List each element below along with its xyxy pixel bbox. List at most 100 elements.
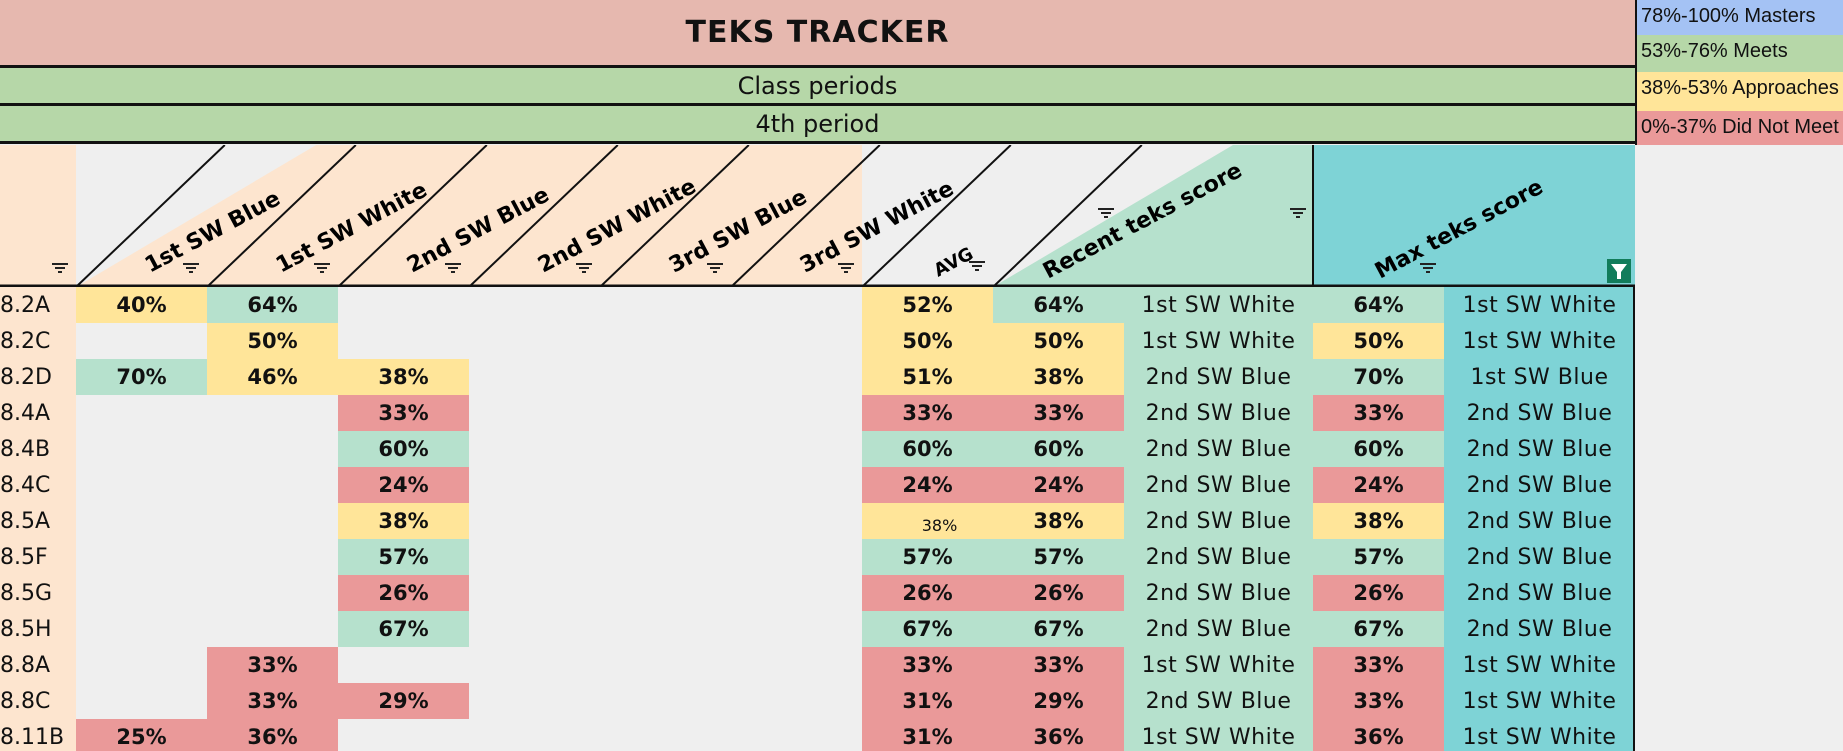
max-source-cell[interactable]: 2nd SW Blue [1444, 395, 1635, 431]
score-cell[interactable]: 40% [76, 287, 207, 323]
score-cell[interactable] [469, 395, 600, 431]
filter-icon[interactable] [1420, 263, 1436, 273]
filter-icon[interactable] [1290, 208, 1306, 218]
avg-cell[interactable]: 60% [862, 431, 993, 467]
score-cell[interactable] [469, 323, 600, 359]
score-cell[interactable]: 26% [338, 575, 469, 611]
max-source-cell[interactable]: 1st SW White [1444, 287, 1635, 323]
score-cell[interactable] [76, 431, 207, 467]
score-cell[interactable]: 50% [207, 323, 338, 359]
score-cell[interactable]: 38% [338, 503, 469, 539]
recent-score-cell[interactable]: 50% [993, 323, 1124, 359]
max-score-cell[interactable]: 70% [1313, 359, 1444, 395]
score-cell[interactable]: 38% [338, 359, 469, 395]
score-cell[interactable] [731, 575, 862, 611]
score-cell[interactable]: 29% [338, 683, 469, 719]
recent-score-cell[interactable]: 26% [993, 575, 1124, 611]
teks-id-cell[interactable]: 8.4B [0, 431, 76, 467]
max-source-cell[interactable]: 2nd SW Blue [1444, 539, 1635, 575]
score-cell[interactable] [76, 683, 207, 719]
score-cell[interactable] [600, 539, 731, 575]
recent-score-cell[interactable]: 60% [993, 431, 1124, 467]
max-score-cell[interactable]: 57% [1313, 539, 1444, 575]
score-cell[interactable] [731, 287, 862, 323]
filter-icon[interactable] [183, 263, 199, 273]
filter-icon[interactable] [969, 261, 985, 271]
max-score-cell[interactable]: 38% [1313, 503, 1444, 539]
max-score-cell[interactable]: 33% [1313, 647, 1444, 683]
recent-source-cell[interactable]: 1st SW White [1124, 647, 1313, 683]
max-source-cell[interactable]: 2nd SW Blue [1444, 467, 1635, 503]
recent-source-cell[interactable]: 2nd SW Blue [1124, 611, 1313, 647]
teks-id-cell[interactable]: 8.2A [0, 287, 76, 323]
max-score-cell[interactable]: 60% [1313, 431, 1444, 467]
score-cell[interactable]: 64% [207, 287, 338, 323]
teks-id-cell[interactable]: 8.5F [0, 539, 76, 575]
score-cell[interactable] [600, 575, 731, 611]
score-cell[interactable] [207, 503, 338, 539]
score-cell[interactable] [600, 323, 731, 359]
score-cell[interactable] [76, 323, 207, 359]
recent-score-cell[interactable]: 33% [993, 647, 1124, 683]
filter-icon[interactable] [314, 263, 330, 273]
score-cell[interactable] [469, 287, 600, 323]
filter-icon[interactable] [445, 263, 461, 273]
score-cell[interactable]: 57% [338, 539, 469, 575]
score-cell[interactable] [469, 467, 600, 503]
max-source-cell[interactable]: 2nd SW Blue [1444, 575, 1635, 611]
score-cell[interactable]: 46% [207, 359, 338, 395]
max-score-cell[interactable]: 64% [1313, 287, 1444, 323]
avg-cell[interactable]: 57% [862, 539, 993, 575]
filter-icon[interactable] [52, 263, 68, 273]
score-cell[interactable] [600, 719, 731, 751]
recent-score-cell[interactable]: 24% [993, 467, 1124, 503]
recent-source-cell[interactable]: 2nd SW Blue [1124, 395, 1313, 431]
score-cell[interactable]: 70% [76, 359, 207, 395]
max-source-cell[interactable]: 1st SW White [1444, 719, 1635, 751]
avg-cell[interactable]: 51% [862, 359, 993, 395]
score-cell[interactable] [207, 611, 338, 647]
teks-id-cell[interactable]: 8.8A [0, 647, 76, 683]
recent-source-cell[interactable]: 2nd SW Blue [1124, 539, 1313, 575]
recent-score-cell[interactable]: 67% [993, 611, 1124, 647]
score-cell[interactable] [469, 431, 600, 467]
teks-id-cell[interactable]: 8.5H [0, 611, 76, 647]
teks-id-cell[interactable]: 8.11B [0, 719, 76, 751]
max-source-cell[interactable]: 2nd SW Blue [1444, 503, 1635, 539]
filter-icon[interactable] [838, 263, 854, 273]
avg-cell[interactable]: 31% [862, 719, 993, 751]
avg-cell[interactable]: 31% [862, 683, 993, 719]
score-cell[interactable] [338, 287, 469, 323]
teks-id-cell[interactable]: 8.2C [0, 323, 76, 359]
score-cell[interactable]: 33% [207, 683, 338, 719]
teks-table[interactable]: 8.2A 40% 64% 52% 64% 1st SW White 64% 1st SW Wh… [0, 287, 1635, 751]
avg-cell[interactable]: 24% [862, 467, 993, 503]
recent-score-cell[interactable]: 57% [993, 539, 1124, 575]
score-cell[interactable] [600, 359, 731, 395]
recent-score-cell[interactable]: 38% [993, 359, 1124, 395]
score-cell[interactable] [469, 359, 600, 395]
score-cell[interactable]: 33% [338, 395, 469, 431]
score-cell[interactable] [469, 719, 600, 751]
score-cell[interactable] [600, 683, 731, 719]
score-cell[interactable] [600, 431, 731, 467]
max-source-cell[interactable]: 1st SW White [1444, 323, 1635, 359]
avg-cell[interactable]: 67% [862, 611, 993, 647]
score-cell[interactable]: 33% [207, 647, 338, 683]
recent-source-cell[interactable]: 2nd SW Blue [1124, 503, 1313, 539]
recent-source-cell[interactable]: 1st SW White [1124, 287, 1313, 323]
recent-source-cell[interactable]: 1st SW White [1124, 719, 1313, 751]
max-score-cell[interactable]: 24% [1313, 467, 1444, 503]
score-cell[interactable] [76, 611, 207, 647]
max-score-cell[interactable]: 26% [1313, 575, 1444, 611]
max-source-cell[interactable]: 1st SW White [1444, 647, 1635, 683]
recent-score-cell[interactable]: 29% [993, 683, 1124, 719]
avg-cell[interactable]: 26% [862, 575, 993, 611]
teks-id-cell[interactable]: 8.4A [0, 395, 76, 431]
score-cell[interactable] [338, 719, 469, 751]
score-cell[interactable] [731, 683, 862, 719]
avg-cell[interactable]: 50% [862, 323, 993, 359]
score-cell[interactable] [207, 467, 338, 503]
score-cell[interactable] [207, 431, 338, 467]
score-cell[interactable] [76, 503, 207, 539]
